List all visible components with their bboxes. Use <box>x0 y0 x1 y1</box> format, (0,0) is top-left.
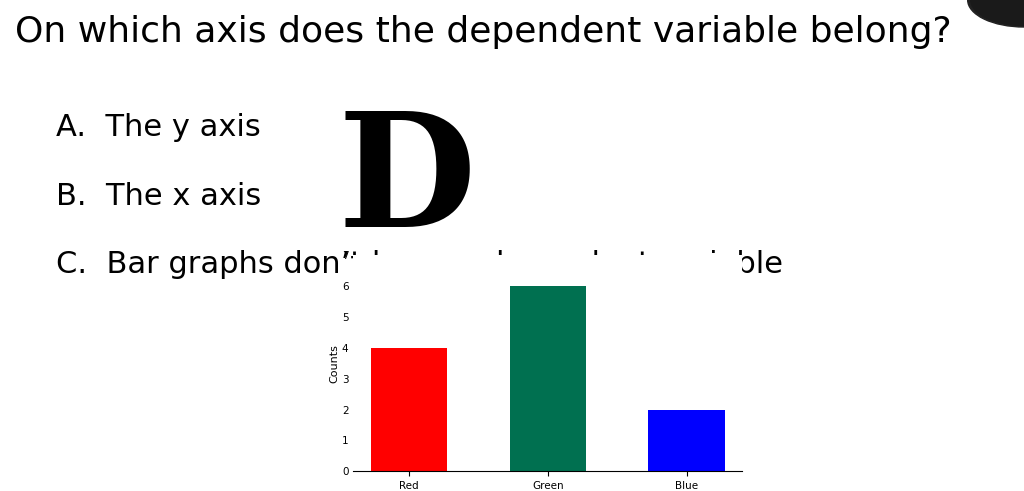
Text: B.  The x axis: B. The x axis <box>56 182 261 211</box>
Text: A.  The y axis: A. The y axis <box>56 113 261 142</box>
Bar <box>371 348 447 471</box>
Y-axis label: Counts: Counts <box>329 344 339 383</box>
Bar <box>510 286 586 471</box>
Wedge shape <box>968 0 1024 27</box>
Bar <box>648 409 725 471</box>
Circle shape <box>971 0 1024 26</box>
Text: C.  Bar graphs don’t have a dependent variable: C. Bar graphs don’t have a dependent var… <box>56 250 783 279</box>
Text: D: D <box>338 106 476 260</box>
Text: I: I <box>524 311 567 398</box>
Text: On which axis does the dependent variable belong?: On which axis does the dependent variabl… <box>15 15 952 49</box>
